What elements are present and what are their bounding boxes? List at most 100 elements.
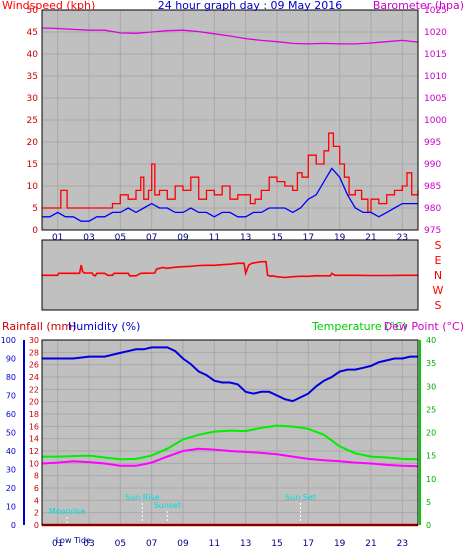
dewpoint-line [41,447,419,468]
rainfall-tick-label: 4 [34,496,39,505]
humidity-tick-label: 90 [6,355,16,364]
humidity-tick-label: 80 [6,373,16,382]
wind-average-line [42,167,418,222]
rainfall-tick-label: 14 [29,435,39,444]
time-tick-label: 21 [365,539,376,549]
humidity-tick-label: 40 [6,447,16,456]
temperature-axis-title: Temperature (°C) [311,320,407,333]
barometer-tick-label: 1015 [424,50,447,60]
rainfall-tick-label: 22 [29,385,39,394]
time-tick-label: 21 [365,233,376,243]
plot3-background [42,340,418,525]
time-tick-label: 01 [52,233,63,243]
wind-direction-line [42,260,418,279]
time-tick-label: 09 [177,233,189,243]
rainfall-tick-label: 24 [29,373,39,382]
windspeed-tick-label: 20 [27,138,39,148]
time-tick-label: 11 [209,539,220,549]
direction-label: N [434,269,442,282]
time-tick-label: 05 [115,539,126,549]
direction-label: W [433,284,444,297]
time-tick-label: 07 [146,233,157,243]
temperature-tick-label: 15 [426,452,436,461]
astro-annotation-label: Moonrise [49,507,85,516]
barometer-axis-title: Barometer (hpa) [373,0,464,12]
rainfall-tick-label: 8 [34,472,39,481]
time-tick-label: 01 [52,539,63,549]
windspeed-tick-label: 0 [32,226,38,236]
barometer-tick-label: 1025 [424,6,447,16]
humidity-tick-label: 70 [6,392,16,401]
plot2-series [42,260,418,279]
rainfall-tick-label: 30 [29,336,39,345]
time-tick-label: 17 [303,539,314,549]
temperature-tick-label: 30 [426,382,436,391]
time-tick-label: 13 [240,233,251,243]
plot1-frame [41,9,419,231]
windspeed-tick-label: 50 [27,6,39,16]
humidity-axis-title: Humidity (%) [68,320,140,333]
barometer-tick-label: 1010 [424,72,447,82]
rainfall-tick-label: 26 [29,361,39,370]
wind-gust-line [42,132,419,214]
barometer-line [41,27,419,45]
time-tick-label: 07 [146,539,157,549]
temperature-tick-label: 25 [426,405,436,414]
direction-label: S [435,299,442,312]
temperature-tick-label: 10 [426,475,436,484]
barometer-tick-label: 980 [424,204,441,214]
plot3-grid [42,340,418,525]
time-tick-label: 19 [334,233,346,243]
windspeed-tick-label: 40 [27,50,39,60]
barometer-tick-label: 990 [424,160,441,170]
plot1-series [41,27,419,222]
time-tick-label: 09 [177,539,189,549]
barometer-tick-label: 975 [424,226,441,236]
time-tick-label: 03 [83,539,94,549]
rainfall-tick-label: 12 [29,447,39,456]
windspeed-tick-label: 35 [27,72,38,82]
time-tick-label: 15 [271,539,282,549]
windspeed-tick-label: 30 [27,94,39,104]
temperature-tick-label: 35 [426,359,436,368]
rainfall-tick-label: 0 [34,521,39,530]
temperature-tick-label: 5 [426,498,431,507]
plot1-tick-labels: 0510152025303540455097598098599099510001… [27,6,448,243]
barometer-tick-label: 985 [424,182,441,192]
rainfall-tick-label: 10 [29,459,39,468]
time-tick-label: 23 [397,233,408,243]
time-tick-label: 23 [397,539,408,549]
rainfall-tick-label: 16 [29,422,39,431]
humidity-tick-label: 0 [11,521,16,530]
chart-title: 24 hour graph day : 09 May 2016 [158,0,343,12]
time-tick-label: 11 [209,233,220,243]
dewpoint-axis-title: Dew Point (°C) [384,320,464,333]
time-tick-label: 17 [303,233,314,243]
plot1-grid [42,10,418,230]
humidity-tick-label: 60 [6,410,16,419]
astro-annotation-label: Sunset [154,501,181,510]
direction-label: E [435,254,442,267]
windspeed-tick-label: 15 [27,160,38,170]
time-tick-label: 03 [83,233,94,243]
astro-annotation-label: Low Tide [56,536,91,545]
windspeed-tick-label: 45 [27,28,38,38]
windspeed-axis-title: Windspeed (kph) [2,0,95,12]
windspeed-tick-label: 10 [27,182,39,192]
temperature-tick-label: 20 [426,429,436,438]
barometer-tick-label: 1020 [424,28,447,38]
temperature-tick-label: 40 [426,336,436,345]
barometer-tick-label: 1005 [424,94,447,104]
humidity-tick-label: 10 [6,503,16,512]
windspeed-tick-label: 5 [32,204,38,214]
astro-annotation-label: Sun Rise [125,493,160,502]
time-tick-label: 15 [271,233,282,243]
humidity-tick-label: 20 [6,484,16,493]
humidity-line [42,346,418,403]
temperature-line [42,424,419,461]
